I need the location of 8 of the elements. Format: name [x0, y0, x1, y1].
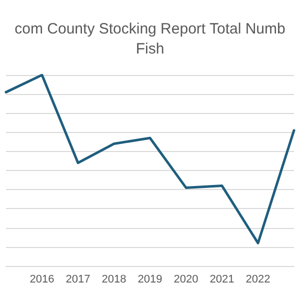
- x-tick-label: 2017: [66, 274, 90, 286]
- x-tick-label: 2021: [210, 274, 234, 286]
- x-tick-label: 2018: [102, 274, 126, 286]
- x-tick-label: 2022: [246, 274, 270, 286]
- chart-title: com County Stocking Report Total Numb Fish: [14, 20, 286, 58]
- x-tick-label: 2019: [138, 274, 162, 286]
- x-tick-label: 2016: [30, 274, 54, 286]
- x-tick-label: 2020: [174, 274, 198, 286]
